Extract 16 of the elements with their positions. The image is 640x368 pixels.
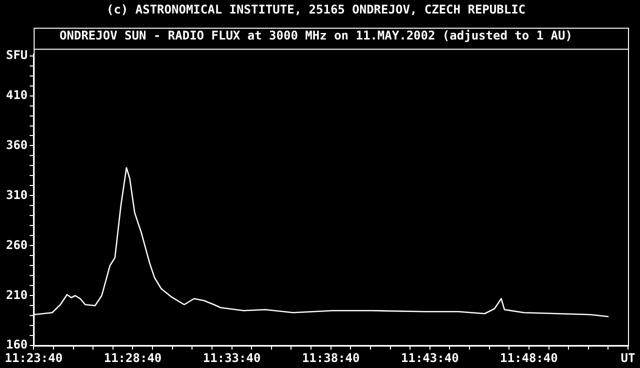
- x-tick-label: 11:38:40: [302, 350, 360, 365]
- y-tick-label: 210: [6, 288, 28, 302]
- x-tick-label: 11:43:40: [401, 350, 459, 365]
- chart-subtitle: ONDREJOV SUN - RADIO FLUX at 3000 MHz on 11.MAY.2002 (adjusted to 1 AU): [60, 28, 572, 43]
- y-tick-label: 310: [6, 188, 28, 202]
- x-tick-label: 11:33:40: [202, 350, 261, 365]
- chart-title: (c) ASTRONOMICAL INSTITUTE, 25165 ONDREJOV, CZECH REPUBLIC: [106, 2, 526, 16]
- x-tick-label: 11:48:40: [500, 350, 558, 365]
- y-tick-label: 360: [6, 138, 28, 152]
- x-tick-label: UT: [620, 350, 636, 365]
- y-tick-label: 410: [6, 88, 28, 102]
- y-tick-label: 160: [6, 338, 28, 352]
- x-tick-label: 11:23:40: [4, 350, 63, 365]
- x-tick-label: 11:28:40: [104, 350, 162, 365]
- y-axis-title: SFU: [6, 48, 28, 62]
- y-tick-label: 260: [6, 238, 28, 252]
